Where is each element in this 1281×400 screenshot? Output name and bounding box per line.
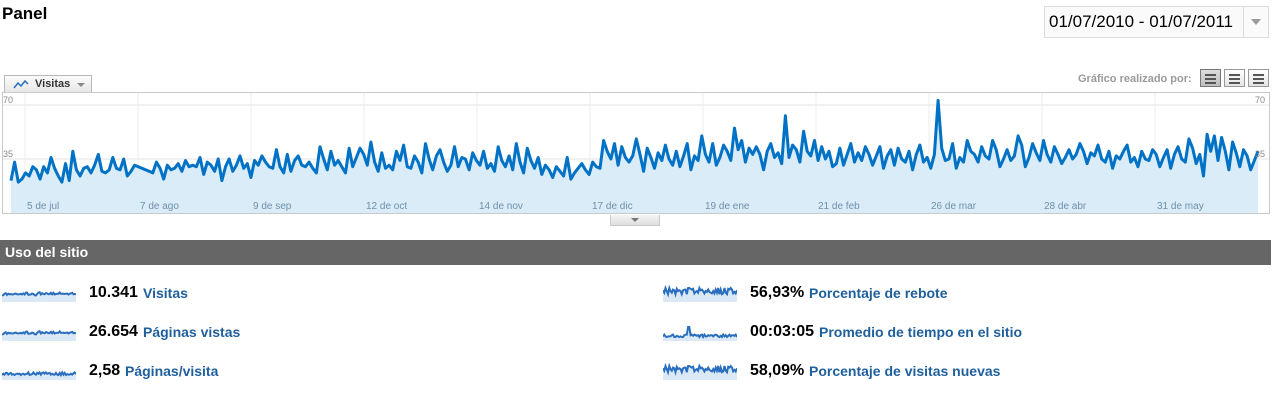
metric-name-link[interactable]: Promedio de tiempo en el sitio bbox=[819, 324, 1023, 340]
date-range-value: 01/07/2010 - 01/07/2011 bbox=[1049, 12, 1234, 31]
line-chart-icon bbox=[13, 79, 29, 89]
metric-selector-tab[interactable]: Visitas bbox=[4, 75, 92, 93]
y-tick-label-right: 35 bbox=[1255, 149, 1265, 159]
chart-by-label: Gráfico realizado por: bbox=[1078, 73, 1192, 85]
y-tick-label-right: 70 bbox=[1255, 95, 1265, 105]
x-tick-label: 7 de ago bbox=[140, 201, 179, 212]
metric-value: 58,09% bbox=[750, 362, 805, 379]
metric-row: 26.654 Páginas vistas bbox=[2, 323, 582, 343]
date-range-selector[interactable]: 01/07/2010 - 01/07/2011 bbox=[1044, 6, 1269, 38]
chart-expand-handle[interactable] bbox=[610, 215, 660, 226]
metric-value: 2,58 bbox=[89, 362, 121, 379]
section-header: Uso del sitio bbox=[0, 240, 1271, 265]
table-view-button[interactable] bbox=[1224, 69, 1245, 87]
metric-row: 00:03:05 Promedio de tiempo en el sitio bbox=[663, 323, 1243, 343]
x-tick-label: 19 de ene bbox=[705, 201, 750, 212]
x-tick-label: 17 de dic bbox=[592, 201, 633, 212]
visits-line-chart: 70 70 35 35 5 de jul 7 de ago 9 de sep 12 de oc… bbox=[3, 93, 1269, 213]
y-tick-label-left: 70 bbox=[3, 95, 13, 105]
metric-value: 00:03:05 bbox=[750, 323, 815, 340]
chevron-down-icon bbox=[77, 83, 85, 87]
sparkline-icon bbox=[2, 290, 76, 302]
visits-series-line bbox=[9, 98, 1260, 184]
metric-row: 2,58 Páginas/visita bbox=[2, 362, 582, 382]
metric-name-link[interactable]: Páginas/visita bbox=[125, 363, 219, 379]
line-chart-view-button[interactable] bbox=[1200, 69, 1221, 87]
metric-name-link[interactable]: Visitas bbox=[143, 285, 188, 301]
metric-name-link[interactable]: Porcentaje de rebote bbox=[809, 285, 948, 301]
x-tick-label: 14 de nov bbox=[479, 201, 523, 212]
sparkline-icon bbox=[2, 370, 76, 380]
metric-name-link[interactable]: Porcentaje de visitas nuevas bbox=[809, 363, 1001, 379]
metric-row: 10.341 Visitas bbox=[2, 284, 582, 304]
x-tick-label: 9 de sep bbox=[253, 201, 292, 212]
x-tick-label: 21 de feb bbox=[818, 201, 860, 212]
sparkline-icon bbox=[663, 284, 737, 302]
x-tick-label: 26 de mar bbox=[931, 201, 977, 212]
metric-row: 56,93% Porcentaje de rebote bbox=[663, 284, 1243, 304]
x-tick-label: 12 de oct bbox=[366, 201, 407, 212]
x-tick-label: 31 de may bbox=[1157, 201, 1204, 212]
y-tick-label-left: 35 bbox=[3, 149, 13, 159]
chevron-down-icon[interactable] bbox=[1243, 7, 1268, 37]
visits-area bbox=[11, 100, 1258, 213]
x-tick-label: 28 de abr bbox=[1044, 201, 1087, 212]
sparkline-icon bbox=[663, 326, 737, 341]
metric-name-link[interactable]: Páginas vistas bbox=[143, 324, 241, 340]
metric-selector-label: Visitas bbox=[35, 78, 71, 90]
sparkline-icon bbox=[663, 362, 737, 380]
sparkline-icon bbox=[2, 329, 76, 341]
metric-row: 58,09% Porcentaje de visitas nuevas bbox=[663, 362, 1243, 382]
metric-value: 10.341 bbox=[89, 284, 138, 301]
metric-value: 56,93% bbox=[750, 284, 805, 301]
x-tick-label: 5 de jul bbox=[27, 201, 59, 212]
list-view-button[interactable] bbox=[1248, 69, 1269, 87]
visits-chart: 70 70 35 35 5 de jul 7 de ago 9 de sep 12 de oc… bbox=[2, 92, 1270, 214]
page-title: Panel bbox=[2, 4, 48, 23]
metric-value: 26.654 bbox=[89, 323, 138, 340]
